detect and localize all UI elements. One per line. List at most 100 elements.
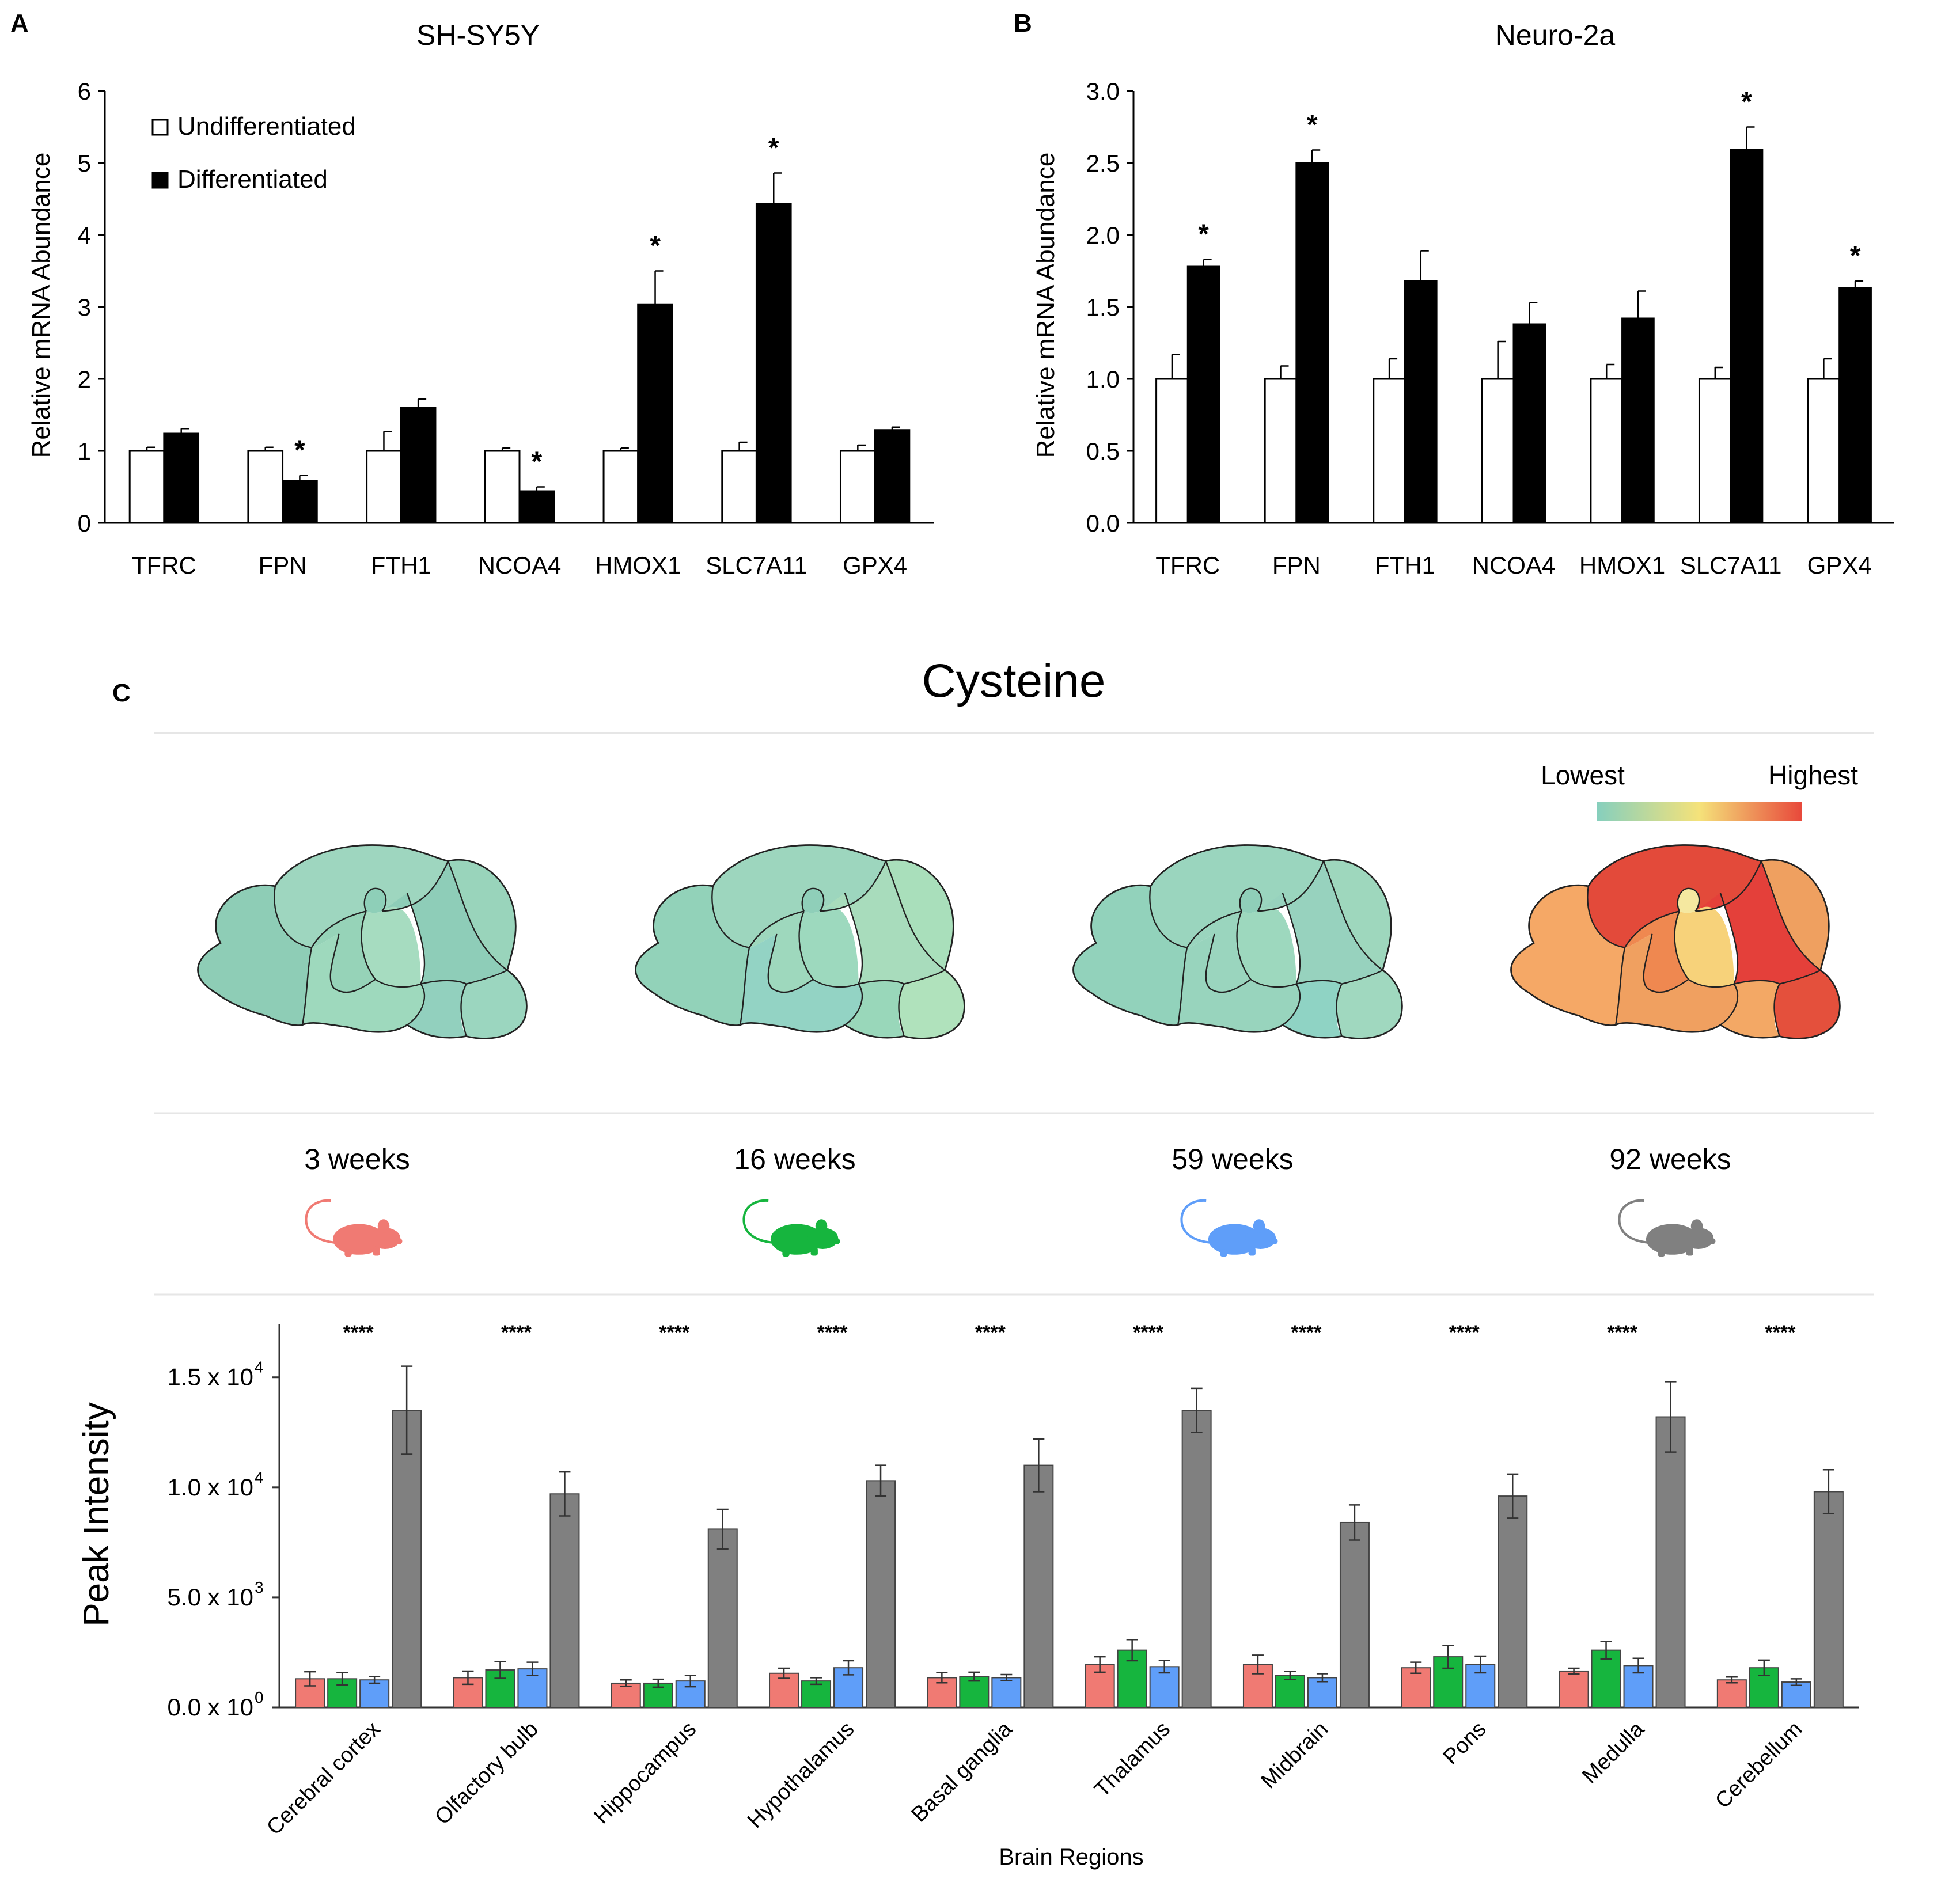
y-tick-label: 3.0 (1086, 78, 1120, 105)
brain-region-pons (407, 980, 467, 1038)
bar-undifferentiated-fth1 (1373, 378, 1406, 524)
bar-92-weeks-hippocampus (707, 1528, 738, 1709)
significance-slc7a11: * (768, 133, 779, 164)
y-tick-label: 0 (78, 510, 91, 537)
brain-region-cerebellum (1336, 970, 1402, 1039)
x-tick-label-pons: Pons (1439, 1717, 1491, 1770)
bar-undifferentiated-gpx4 (839, 450, 876, 524)
bar-differentiated-fth1 (1404, 280, 1438, 524)
bar-92-weeks-cerebral-cortex (392, 1410, 422, 1709)
x-tick-label-gpx4: GPX4 (1807, 552, 1872, 579)
brain-map-16-weeks (635, 844, 965, 1039)
bar-undifferentiated-gpx4 (1807, 378, 1841, 524)
significance-tfrc: * (1198, 219, 1209, 250)
brain-region-hippocampus (364, 888, 386, 913)
bar-undifferentiated-fpn (247, 450, 284, 524)
panel-b-label: B (1014, 9, 1032, 37)
heatmap-legend: Lowest Highest (1541, 760, 1858, 821)
y-tick-label: 6 (78, 78, 91, 105)
significance-medulla: **** (1607, 1322, 1638, 1343)
bar-differentiated-tfrc (163, 432, 200, 524)
timepoint-legend: 3 weeks 16 weeks 59 weeks 92 weeks (304, 1143, 1731, 1257)
timepoint-label-3-weeks: 3 weeks (304, 1143, 410, 1175)
bar-3-weeks-cerebellum (1716, 1679, 1747, 1709)
x-tick-label-midbrain: Midbrain (1257, 1717, 1333, 1794)
y-tick-label: 0.5 (1086, 438, 1120, 465)
y-tick-exponent: 4 (255, 1468, 264, 1486)
panel-a-ticks: 0 1 2 3 4 5 6 TFRC FPN FTH1 NCOA4 HMOX1 SLC7A11 GPX4 (78, 78, 908, 579)
bar-differentiated-ncoa4 (518, 490, 555, 524)
brain-region-basal-ganglia (312, 911, 376, 993)
timepoint-label-92-weeks: 92 weeks (1609, 1143, 1731, 1175)
brain-region-hypothalamus (820, 861, 945, 984)
significance-thalamus: **** (1133, 1322, 1164, 1343)
legend-undiff-swatch (151, 119, 169, 136)
brain-region-hypothalamus (1695, 861, 1821, 984)
x-tick-label-slc7a11: SLC7A11 (1680, 552, 1782, 579)
panel-a-label: A (10, 9, 29, 37)
bar-undifferentiated-slc7a11 (721, 450, 757, 524)
bar-16-weeks-medulla (1591, 1649, 1621, 1708)
x-tick-label-cerebral-cortex: Cerebral cortex (262, 1717, 385, 1840)
bar-16-weeks-midbrain (1275, 1675, 1305, 1708)
bar-differentiated-ncoa4 (1512, 323, 1546, 524)
x-tick-label-hmox1: HMOX1 (1579, 552, 1665, 579)
y-tick-label: 1.0 x 10 (168, 1474, 253, 1501)
x-tick-label-olfactory-bulb: Olfactory bulb (430, 1717, 543, 1829)
significance-hypothalamus: **** (817, 1322, 848, 1343)
panel-a-title: SH-SY5Y (416, 19, 540, 51)
bar-undifferentiated-ncoa4 (484, 450, 521, 524)
panel-c: C Cysteine Lowest Highest 3 weeks 16 week… (77, 655, 1874, 1870)
y-tick-label: 2 (78, 366, 91, 393)
y-tick-label: 1.5 x 10 (168, 1364, 253, 1391)
legend-diff-swatch (151, 172, 169, 189)
bar-undifferentiated-tfrc (1155, 378, 1189, 524)
x-tick-label-ncoa4: NCOA4 (478, 552, 562, 579)
brain-region-medulla (1324, 860, 1392, 970)
brain-map-92-weeks (1510, 844, 1841, 1039)
brain-region-medulla (448, 860, 516, 970)
bar-differentiated-slc7a11 (1730, 149, 1764, 524)
panel-c-ylabel: Peak Intensity (77, 1402, 116, 1626)
mouse-shape (306, 1201, 402, 1257)
brain-region-hypothalamus (1257, 861, 1383, 984)
brain-region-olfactory-bulb (635, 885, 749, 1026)
panel-c-xlabel: Brain Regions (999, 1844, 1143, 1870)
x-tick-label-fpn: FPN (259, 552, 307, 579)
panel-b: B Neuro-2a Relative mRNA Abundance 0.00.… (1014, 9, 1894, 579)
heatmap-low-label: Lowest (1541, 760, 1625, 790)
timepoint-label-59-weeks: 59 weeks (1172, 1143, 1293, 1175)
bar-92-weeks-olfactory-bulb (549, 1493, 580, 1708)
y-tick-label: 0.0 (1086, 510, 1120, 537)
bar-3-weeks-pons (1401, 1667, 1431, 1708)
panel-a-bars: * * * * (128, 133, 911, 524)
brain-region-medulla (886, 860, 954, 970)
brain-region-olfactory-bulb (1511, 885, 1625, 1026)
panel-c-title: Cysteine (922, 655, 1105, 707)
y-tick-label: 2.0 (1086, 222, 1120, 249)
panel-b-title: Neuro-2a (1495, 19, 1616, 51)
x-tick-label-fpn: FPN (1272, 552, 1321, 579)
x-tick-label-tfrc: TFRC (132, 552, 196, 579)
bar-undifferentiated-fth1 (366, 450, 402, 524)
brain-region-hypothalamus (382, 861, 507, 984)
heatmap-high-label: Highest (1768, 760, 1858, 790)
y-tick-label: 1.0 (1086, 366, 1120, 393)
mouse-icon-59-weeks (1181, 1201, 1277, 1257)
bar-92-weeks-hypothalamus (866, 1480, 896, 1708)
bar-3-weeks-medulla (1559, 1670, 1589, 1709)
bar-differentiated-gpx4 (1838, 287, 1872, 524)
brain-region-pons (1720, 980, 1780, 1038)
brain-region-cerebellum (899, 970, 965, 1039)
brain-region-cerebellum (461, 970, 527, 1039)
bar-16-weeks-basal-ganglia (959, 1676, 990, 1708)
bar-59-weeks-basal-ganglia (991, 1677, 1022, 1709)
x-tick-label-fth1: FTH1 (371, 552, 431, 579)
bar-differentiated-fpn (282, 480, 318, 524)
significance-midbrain: **** (1291, 1322, 1322, 1343)
bar-92-weeks-medulla (1655, 1416, 1686, 1709)
bar-92-weeks-thalamus (1181, 1410, 1212, 1709)
brain-region-hippocampus (1239, 888, 1262, 913)
brain-map-59-weeks (1072, 844, 1403, 1039)
